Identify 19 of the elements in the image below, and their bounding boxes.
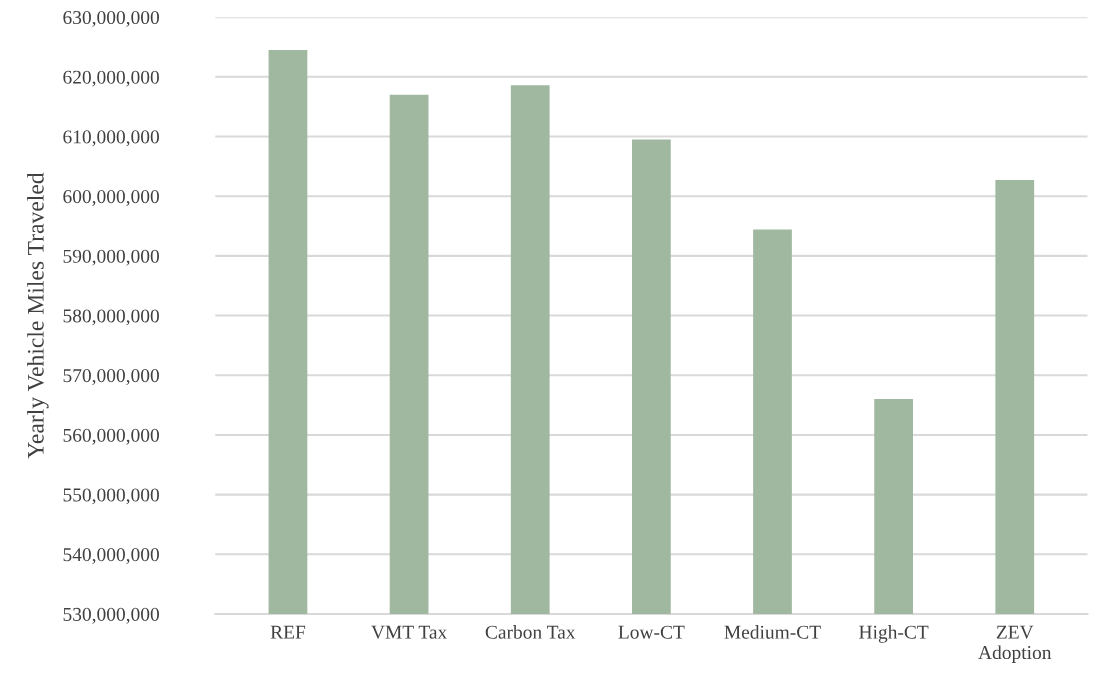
y-tick-label: 590,000,000 <box>63 249 159 266</box>
x-tick-label: Low-CT <box>618 625 685 639</box>
y-tick-label: 630,000,000 <box>63 10 159 27</box>
y-tick-label: 580,000,000 <box>63 309 159 326</box>
y-tick-label: 560,000,000 <box>63 428 159 445</box>
y-tick-label: 540,000,000 <box>63 548 159 565</box>
x-tick-label: Medium-CT <box>724 625 821 639</box>
y-tick-label: 530,000,000 <box>63 607 159 624</box>
x-tick-label: ZEV Adoption <box>978 625 1052 664</box>
x-tick-label: Carbon Tax <box>485 625 576 639</box>
y-tick-label: 620,000,000 <box>63 70 159 87</box>
y-tick-label: 610,000,000 <box>63 130 159 147</box>
y-tick-label: 600,000,000 <box>63 190 159 206</box>
y-axis-title: Yearly Vehicle Miles Traveled <box>27 172 49 459</box>
x-tick-label: VMT Tax <box>371 625 447 639</box>
x-tick-label: REF <box>270 625 306 639</box>
x-tick-label: High-CT <box>859 625 929 643</box>
y-tick-label: 550,000,000 <box>63 488 159 505</box>
y-tick-label: 570,000,000 <box>63 369 159 385</box>
